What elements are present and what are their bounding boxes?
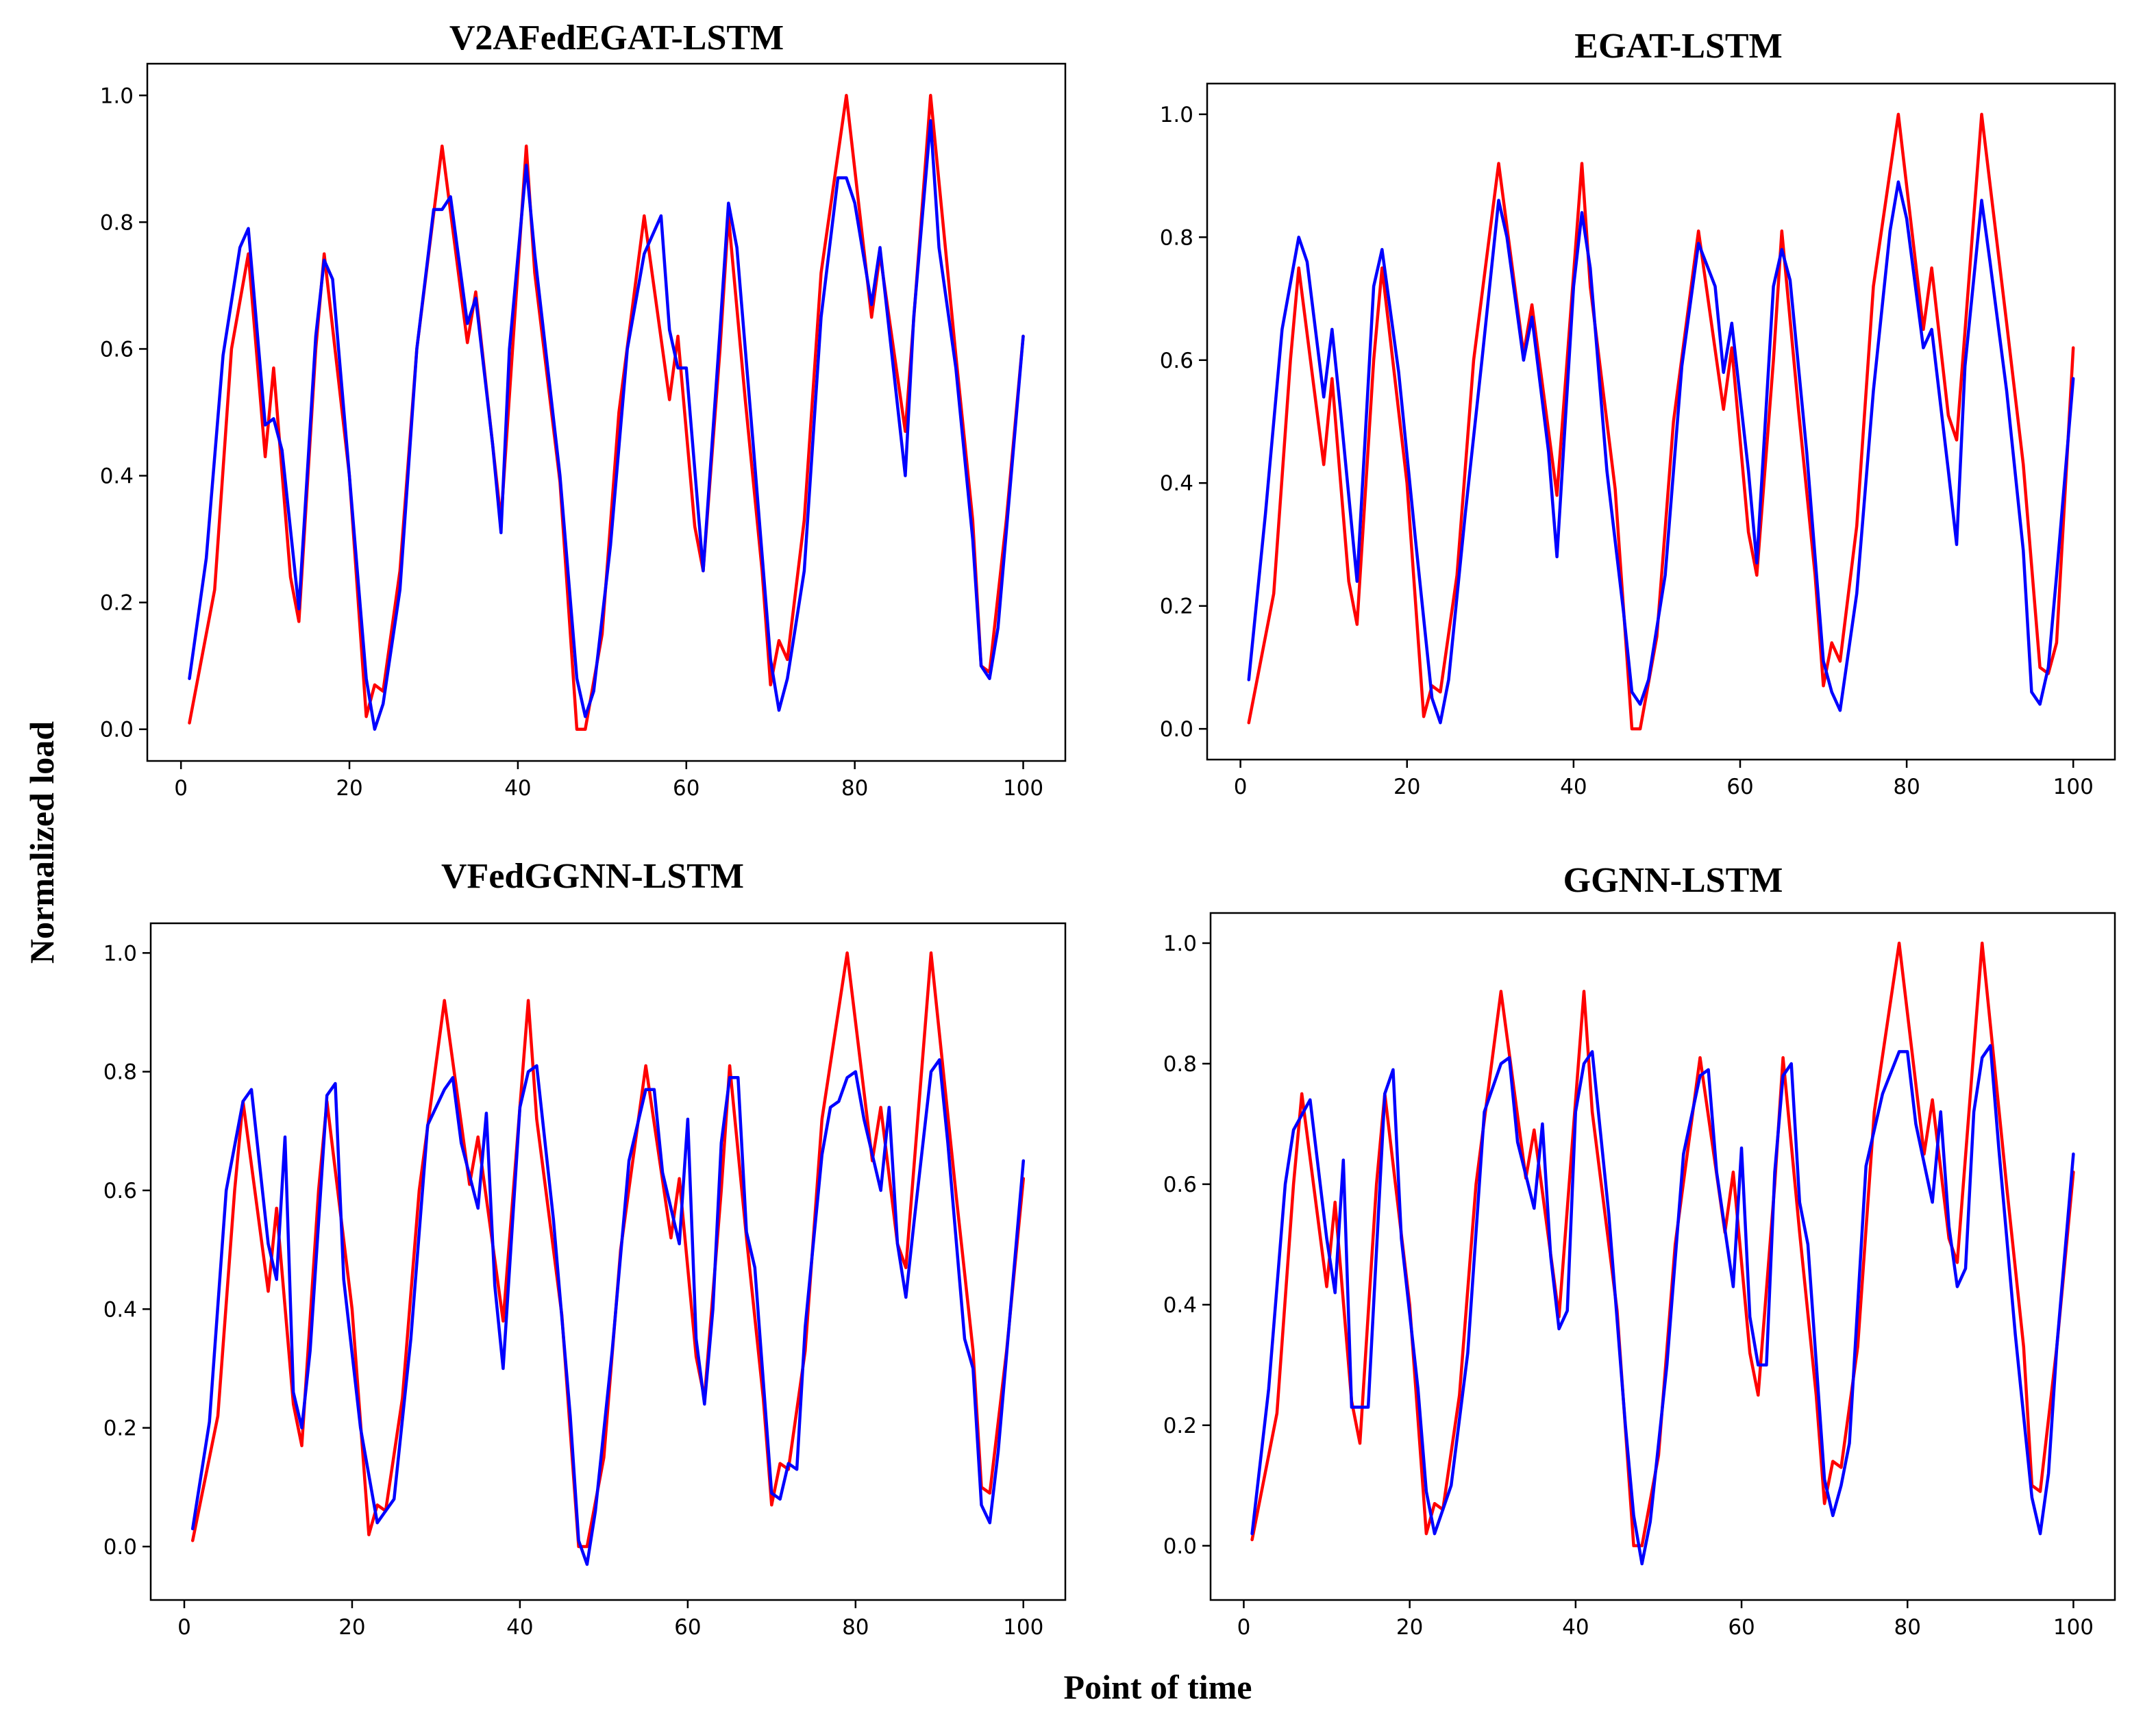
y-tick-label: 0.8	[103, 1060, 137, 1085]
x-tick-label: 20	[1393, 775, 1420, 799]
panel-vfedggnn-lstm: VFedGGNN-LSTM 0 20 40 60 80 100 0.0 0.2 0.4 0.6 0.…	[103, 857, 1067, 1640]
y-tick-label: 0.0	[1160, 717, 1193, 742]
x-tick-label: 0	[1234, 775, 1248, 799]
series-line-predicted	[1247, 180, 2075, 725]
y-tick-label: 0.6	[1163, 1173, 1197, 1197]
y-tick-label: 1.0	[100, 84, 134, 108]
y-tick-label: 0.2	[1160, 595, 1193, 619]
plot-frame	[1209, 912, 2116, 1601]
y-tick-label: 0.0	[1163, 1534, 1197, 1559]
y-tick-label: 0.2	[1163, 1414, 1197, 1438]
y-tick-label: 0.8	[1160, 225, 1193, 250]
x-axis-label: Point of time	[1064, 1668, 1252, 1706]
y-tick-label: 0.4	[103, 1297, 137, 1322]
plot-area	[147, 64, 1065, 761]
plot-frame	[149, 922, 1067, 1601]
x-tick-label: 60	[674, 1615, 701, 1640]
x-tick-label: 100	[2053, 775, 2094, 799]
y-tick-label: 0.0	[100, 718, 134, 742]
y-tick-label: 0.6	[1160, 349, 1193, 373]
plot-area	[1207, 84, 2115, 760]
y-tick-label: 1.0	[103, 941, 137, 966]
x-tick-label: 80	[1893, 775, 1920, 799]
y-tick-label: 0.6	[100, 337, 134, 362]
panel-title: EGAT-LSTM	[1574, 27, 1782, 66]
panel-title: V2AFedEGAT-LSTM	[449, 18, 784, 58]
x-tick-label: 60	[673, 776, 699, 801]
y-tick-label: 0.4	[100, 464, 134, 489]
x-tick-label: 20	[336, 776, 362, 801]
y-axis-label: Normalized load	[23, 721, 61, 964]
series-line-predicted	[1250, 1044, 2075, 1566]
x-tick-label: 20	[338, 1615, 365, 1640]
x-tick-label: 40	[1560, 775, 1587, 799]
panel-egat-lstm: EGAT-LSTM 0 20 40 60 80 100 0.0 0.2 0.4 0.6 0.8 1.0	[1160, 27, 2116, 799]
x-tick-label: 40	[1562, 1615, 1589, 1640]
panel-v2afedegat-lstm: V2AFedEGAT-LSTM 0 20 40 60 80 100 0.0 0.2 0.4 0.6…	[100, 18, 1067, 801]
y-tick-label: 0.4	[1160, 471, 1193, 496]
x-tick-label: 60	[1728, 1615, 1755, 1640]
y-tick-label: 0.2	[100, 591, 134, 616]
x-tick-label: 40	[506, 1615, 533, 1640]
panel-title: GGNN-LSTM	[1563, 861, 1783, 900]
x-tick-label: 100	[1003, 776, 1043, 801]
plot-area	[1211, 913, 2115, 1600]
series-line-predicted	[188, 119, 1025, 731]
y-tick-label: 0.8	[1163, 1052, 1197, 1077]
y-tick-label: 1.0	[1160, 103, 1193, 127]
plot-area	[151, 923, 1065, 1600]
y-tick-label: 1.0	[1163, 931, 1197, 956]
y-tick-label: 0.6	[103, 1179, 137, 1203]
y-tick-label: 0.2	[103, 1416, 137, 1441]
x-tick-label: 0	[1237, 1615, 1251, 1640]
x-tick-label: 100	[1003, 1615, 1043, 1640]
series-line-predicted	[190, 1058, 1026, 1566]
x-tick-label: 80	[1894, 1615, 1921, 1640]
x-tick-label: 0	[174, 776, 188, 801]
x-tick-label: 40	[504, 776, 531, 801]
x-tick-label: 80	[841, 776, 868, 801]
x-tick-label: 60	[1726, 775, 1753, 799]
x-tick-label: 20	[1396, 1615, 1423, 1640]
panel-title: VFedGGNN-LSTM	[441, 857, 744, 896]
plot-frame	[146, 62, 1067, 762]
y-tick-label: 0.8	[100, 210, 134, 235]
x-tick-label: 100	[2053, 1615, 2094, 1640]
x-tick-label: 0	[177, 1615, 191, 1640]
x-tick-label: 80	[842, 1615, 869, 1640]
plot-frame	[1206, 82, 2116, 761]
series-line-actual	[1247, 112, 2075, 731]
panel-ggnn-lstm: GGNN-LSTM 0 20 40 60 80 100 0.0 0.2 0.4 0.6 0.8 1.0	[1163, 861, 2116, 1640]
y-tick-label: 0.0	[103, 1535, 137, 1560]
y-tick-label: 0.4	[1163, 1293, 1197, 1318]
